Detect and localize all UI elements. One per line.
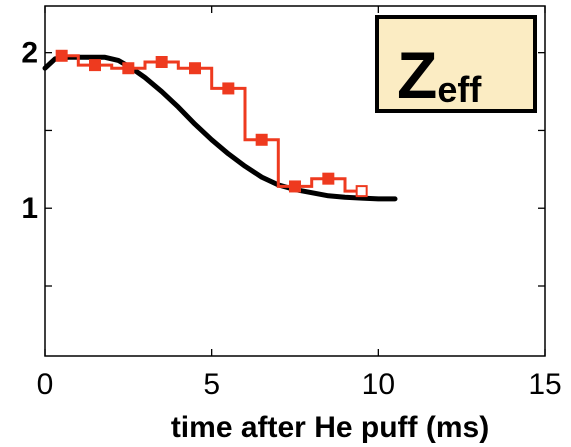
step-marker <box>255 133 268 146</box>
zeff-legend-box: Zeff <box>375 15 537 113</box>
zeff-subscript: eff <box>437 69 482 110</box>
step-marker <box>222 82 235 95</box>
x-tick-label: 10 <box>362 368 395 401</box>
x-axis-label: time after He puff (ms) <box>171 411 489 444</box>
step-marker <box>155 56 168 68</box>
step-marker <box>189 62 201 75</box>
step-marker <box>89 59 101 72</box>
series-step-line <box>61 54 362 193</box>
axis-ticks <box>44 6 546 356</box>
series-smooth-line <box>42 54 398 202</box>
step-marker <box>55 49 68 62</box>
x-tick-label: 0 <box>37 368 54 401</box>
svg-text:Zeff: Zeff <box>397 38 482 112</box>
zeff-legend-background <box>375 15 537 113</box>
step-marker <box>122 62 135 75</box>
tick-label-group: 0 5 10 15 1 2 <box>21 37 561 401</box>
x-tick-label: 5 <box>203 368 220 401</box>
step-marker <box>322 172 335 185</box>
series-step-group <box>55 49 368 198</box>
step-marker <box>355 185 368 198</box>
step-marker <box>289 180 301 193</box>
x-tick-label: 15 <box>528 368 561 401</box>
zeff-symbol: Z <box>397 38 437 112</box>
series-smooth-group <box>42 54 398 202</box>
plot-frame <box>44 5 546 357</box>
y-tick-label: 1 <box>21 192 38 225</box>
y-tick-label: 2 <box>21 37 38 70</box>
